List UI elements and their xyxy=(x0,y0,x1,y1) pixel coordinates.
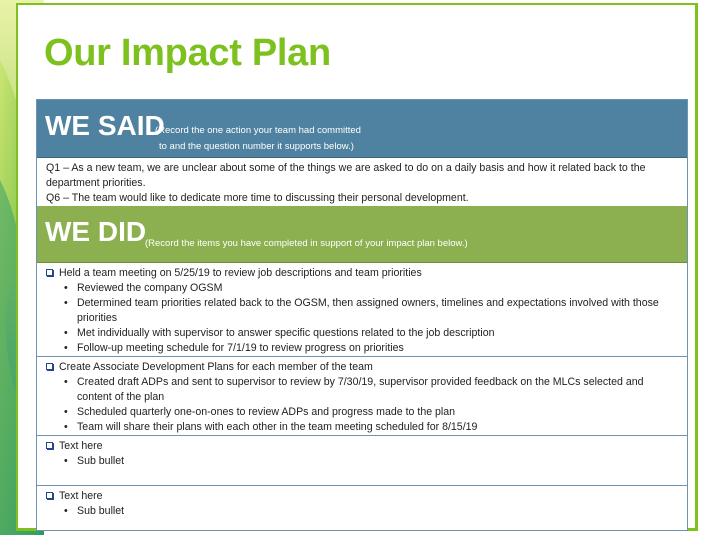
sub-bullet: Team will share their plans with each ot… xyxy=(64,420,679,435)
sub-bullet: Created draft ADPs and sent to superviso… xyxy=(64,375,679,405)
we-did-item[interactable]: Text here Sub bullet xyxy=(37,485,687,530)
checklist-item: Text here xyxy=(46,489,679,504)
checkbox-icon xyxy=(46,492,53,499)
we-said-line: department priorities. xyxy=(46,177,146,189)
we-said-content[interactable]: Q1 – As a new team, we are unclear about… xyxy=(37,158,687,206)
we-did-instruction: (Record the items you have completed in … xyxy=(145,238,468,249)
checklist-item-text: Held a team meeting on 5/25/19 to review… xyxy=(59,267,422,279)
checklist-item-text: Create Associate Development Plans for e… xyxy=(59,361,373,373)
sub-bullet: Follow-up meeting schedule for 7/1/19 to… xyxy=(64,341,679,356)
we-did-heading: WE DID xyxy=(45,216,147,247)
sub-bullet: Met individually with supervisor to answ… xyxy=(64,326,679,341)
sub-bullet: Scheduled quarterly one-on-ones to revie… xyxy=(64,405,679,420)
sub-bullet: Determined team priorities related back … xyxy=(64,296,679,326)
sub-bullet-list: Sub bullet xyxy=(46,454,679,469)
we-said-line: Q1 – As a new team, we are unclear about… xyxy=(46,162,646,174)
sub-bullet-list: Sub bullet xyxy=(46,504,679,519)
sub-bullet-list: Created draft ADPs and sent to superviso… xyxy=(46,375,679,435)
sub-bullet: Sub bullet xyxy=(64,504,679,519)
slide-title: Our Impact Plan xyxy=(44,32,331,74)
we-said-header: WE SAID (Record the one action your team… xyxy=(37,100,687,158)
impact-plan-table: WE SAID (Record the one action your team… xyxy=(36,99,688,531)
we-said-line: Q6 – The team would like to dedicate mor… xyxy=(46,192,469,204)
checklist-item-text: Text here xyxy=(59,490,103,502)
sub-bullet-list: Reviewed the company OGSM Determined tea… xyxy=(46,281,679,356)
checklist-item-text: Text here xyxy=(59,440,103,452)
sub-bullet: Sub bullet xyxy=(64,454,679,469)
we-said-heading: WE SAID xyxy=(45,110,165,141)
we-did-item[interactable]: Create Associate Development Plans for e… xyxy=(37,356,687,435)
checkbox-icon xyxy=(46,269,53,276)
checklist-item: Text here xyxy=(46,439,679,454)
we-said-instruction-line1: (Record the one action your team had com… xyxy=(155,125,361,136)
we-did-item[interactable]: Text here Sub bullet xyxy=(37,435,687,485)
checklist-item: Create Associate Development Plans for e… xyxy=(46,360,679,375)
we-did-item[interactable]: Held a team meeting on 5/25/19 to review… xyxy=(37,263,687,356)
we-said-instruction-line2: to and the question number it supports b… xyxy=(159,141,354,152)
checkbox-icon xyxy=(46,363,53,370)
we-did-header: WE DID (Record the items you have comple… xyxy=(37,206,687,263)
checkbox-icon xyxy=(46,442,53,449)
sub-bullet: Reviewed the company OGSM xyxy=(64,281,679,296)
checklist-item: Held a team meeting on 5/25/19 to review… xyxy=(46,266,679,281)
